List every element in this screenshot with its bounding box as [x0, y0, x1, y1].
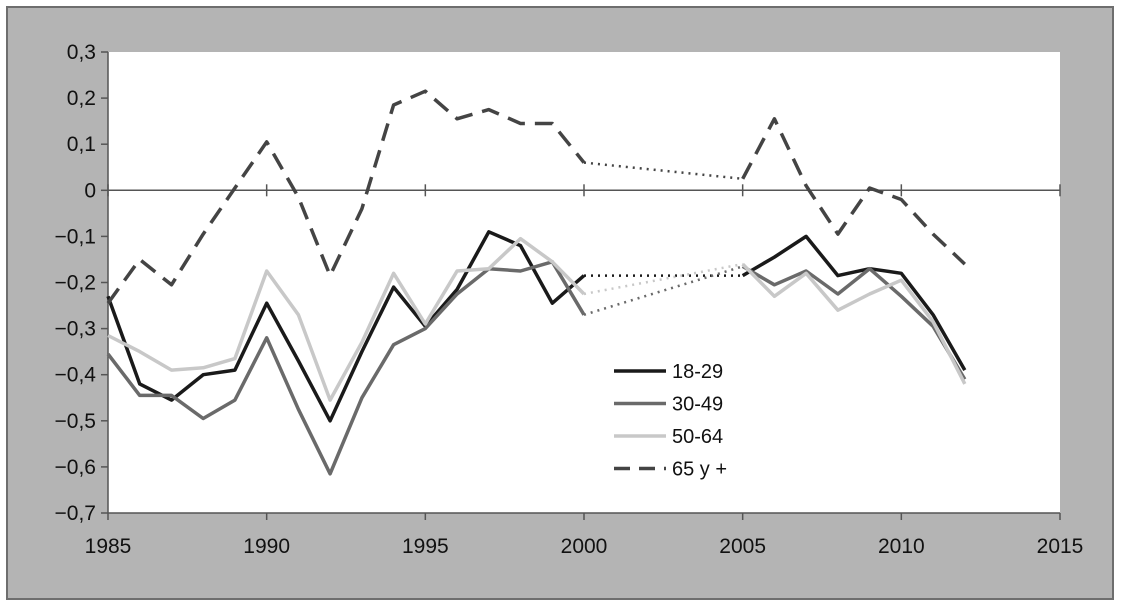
y-tick-label: −0,6 [55, 456, 96, 479]
legend-label-30-49: 30-49 [672, 394, 723, 416]
plot-area [108, 52, 1060, 513]
y-tick-label: 0,1 [67, 133, 96, 156]
series-line-50-64 [107, 236, 586, 402]
legend: 18-29 30-49 50-64 65 y + [614, 361, 727, 481]
y-tick-label: −0,2 [55, 272, 96, 295]
series-line-18-29 [106, 230, 586, 423]
x-tick-label: 1985 [85, 535, 132, 558]
y-tick-label: −0,4 [55, 364, 97, 387]
y-tick-label: 0 [84, 179, 96, 202]
series-line-65-y [741, 117, 967, 266]
series-line-65-y [106, 89, 586, 305]
x-tick-label: 2005 [719, 535, 766, 558]
series-line-30-49 [106, 260, 586, 476]
y-tick-label: 0,3 [67, 41, 96, 64]
legend-label-50-64: 50-64 [672, 426, 723, 448]
x-tick-label: 2010 [878, 535, 925, 558]
series-line-30-49 [741, 264, 967, 381]
series-lines [106, 89, 967, 476]
y-tick-label: 0,2 [67, 87, 96, 110]
legend-label-65-y: 65 y + [672, 459, 727, 481]
x-tick-label: 2000 [561, 535, 608, 558]
y-tick-label: −0,7 [55, 502, 96, 525]
y-tick-label: −0,5 [55, 410, 96, 433]
axes: 0,3 0,2 0,1 0 −0,1 −0,2 −0,3 −0,4 −0,5 −0,6 −0,7 19… [55, 41, 1084, 558]
series-line-50-64 [741, 262, 967, 385]
y-tick-label: −0,3 [55, 318, 96, 341]
x-tick-label: 1990 [243, 535, 290, 558]
series-line-18-29 [741, 234, 967, 371]
y-tick-label: −0,1 [55, 225, 96, 248]
legend-label-18-29: 18-29 [672, 361, 723, 383]
x-tick-label: 1995 [402, 535, 449, 558]
x-tick-label: 2015 [1037, 535, 1084, 558]
series-line-50-64-gap [583, 262, 743, 296]
